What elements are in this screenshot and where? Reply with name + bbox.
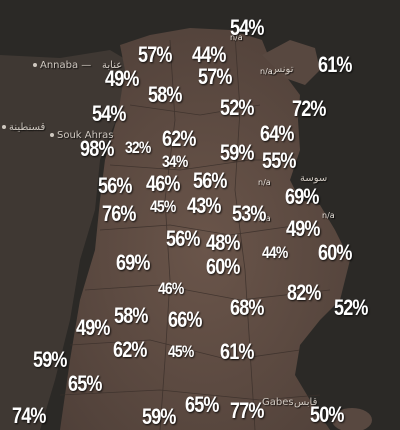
region-value[interactable]: 48% [206,230,240,255]
region-value[interactable]: 62% [162,126,196,151]
city-souk-ahras: Souk Ahras [50,130,113,141]
region-value[interactable]: 55% [262,148,296,173]
city-dot [33,63,37,67]
no-data-marker: n/a [260,67,273,76]
region-value[interactable]: 60% [318,240,352,265]
city-gabes: Gabes [262,397,294,408]
region-value[interactable]: 59% [142,404,176,429]
city-dot [2,125,6,129]
region-value[interactable]: 44% [262,243,288,262]
no-data-marker: n/a [258,214,271,223]
region-value[interactable]: 74% [12,403,46,428]
algeria-land [0,50,130,430]
city-annaba: Annaba — [33,60,91,71]
region-value[interactable]: 62% [113,337,147,362]
region-value[interactable]: 65% [68,371,102,396]
region-value[interactable]: 66% [168,307,202,332]
region-value[interactable]: 46% [146,171,180,196]
region-value[interactable]: 52% [334,295,368,320]
city-gabes-ar: قابس [294,397,318,408]
city-dot [50,133,54,137]
region-value[interactable]: 53% [232,201,266,226]
region-value[interactable]: 82% [287,280,321,305]
region-value[interactable]: 43% [187,193,221,218]
region-value[interactable]: 57% [198,64,232,89]
cap-bon [262,40,320,85]
city-annaba-ar: عنابة [102,60,123,71]
region-value[interactable]: 69% [285,184,319,209]
city-constantine-ar: قسنطينة [2,122,45,133]
region-value[interactable]: 45% [150,197,176,216]
region-value[interactable]: 72% [292,96,326,121]
region-value[interactable]: 52% [220,95,254,120]
no-data-marker: n/a [258,178,271,187]
region-value[interactable]: 45% [168,342,194,361]
region-value[interactable]: 61% [220,339,254,364]
region-value[interactable]: 77% [230,398,264,423]
region-value[interactable]: 54% [230,15,264,40]
region-value[interactable]: 34% [162,152,188,171]
region-value[interactable]: 61% [318,52,352,77]
no-data-marker: n/a [322,211,335,220]
region-value[interactable]: 44% [192,42,226,67]
region-value[interactable]: 64% [260,121,294,146]
city-annaba-label: Annaba — [40,60,92,71]
region-value[interactable]: 65% [185,392,219,417]
region-value[interactable]: 76% [102,201,136,226]
region-value[interactable]: 69% [116,250,150,275]
region-value[interactable]: 54% [92,101,126,126]
region-value[interactable]: 56% [98,173,132,198]
region-value[interactable]: 57% [138,42,172,67]
region-value[interactable]: 59% [33,347,67,372]
djerba-island [332,408,372,430]
region-value[interactable]: 56% [193,168,227,193]
city-constantine-label: قسنطينة [9,122,46,133]
city-souk-ahras-label: Souk Ahras [57,130,114,141]
region-boundaries [59,34,331,430]
region-value[interactable]: 46% [158,279,184,298]
no-data-marker: n/a [230,33,243,42]
city-gabes-label: Gabes [262,397,294,408]
region-value[interactable]: 60% [206,254,240,279]
region-value[interactable]: 49% [286,216,320,241]
region-value[interactable]: 58% [148,82,182,107]
city-tunis-ar: تونس [270,64,294,75]
region-value[interactable]: 59% [220,140,254,165]
region-value[interactable]: 56% [166,226,200,251]
region-value[interactable]: 49% [76,315,110,340]
region-value[interactable]: 58% [114,303,148,328]
region-value[interactable]: 49% [105,66,139,91]
region-value[interactable]: 98% [80,136,114,161]
region-value[interactable]: 68% [230,295,264,320]
city-sousse-ar: سوسة [300,173,328,184]
tunisia-land [60,28,350,430]
region-value[interactable]: 50% [310,402,344,427]
region-value[interactable]: 32% [125,138,151,157]
